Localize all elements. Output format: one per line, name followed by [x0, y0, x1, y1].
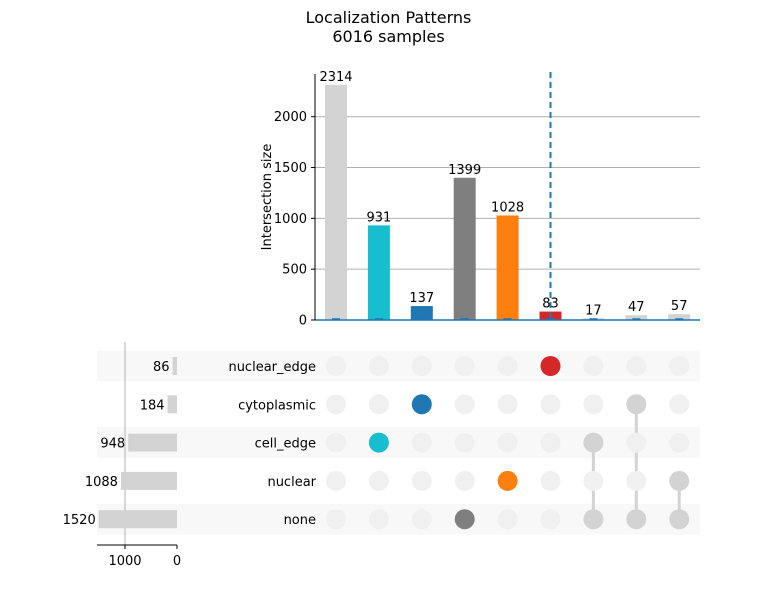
- matrix-dot-active: [583, 509, 604, 530]
- matrix-dot-inactive: [626, 470, 647, 491]
- y-tick-label: 2000: [274, 110, 307, 125]
- set-size-label: 1520: [63, 513, 96, 528]
- intersection-bar: [325, 84, 347, 320]
- matrix-dot-active: [497, 470, 518, 491]
- matrix-dot-inactive: [368, 509, 389, 530]
- intersection-bar: [410, 306, 433, 320]
- intersection-bar: [453, 177, 476, 320]
- matrix-dot-inactive: [326, 394, 346, 415]
- matrix-dot-inactive: [326, 356, 346, 376]
- row-stripe: [97, 350, 700, 382]
- matrix-dot-inactive: [540, 509, 561, 530]
- set-size-label: 184: [140, 398, 165, 413]
- matrix-dot-inactive: [540, 432, 561, 453]
- intersection-bar: [367, 225, 390, 320]
- matrix-dot-inactive: [583, 394, 604, 415]
- matrix-dot-inactive: [454, 470, 475, 491]
- matrix-dot-inactive: [326, 509, 346, 530]
- matrix-dot-inactive: [583, 356, 604, 376]
- matrix-dot-inactive: [540, 470, 561, 491]
- matrix-dot-inactive: [497, 509, 518, 530]
- matrix-dot-active: [669, 470, 690, 491]
- intersection-bar: [625, 315, 648, 320]
- set-size-bar: [98, 510, 177, 529]
- matrix-dot-inactive: [540, 394, 561, 415]
- y-tick-label: 1000: [274, 212, 307, 227]
- intersection-bar: [496, 215, 519, 320]
- matrix-dot-inactive: [411, 432, 432, 453]
- matrix-dot-inactive: [669, 394, 690, 415]
- matrix-dot-active: [583, 432, 604, 453]
- chart-title: Localization Patterns: [305, 8, 472, 27]
- matrix-dot-inactive: [497, 394, 518, 415]
- intersection-value-label: 137: [409, 291, 434, 306]
- matrix-dot-inactive: [583, 470, 604, 491]
- intersection-value-label: 931: [366, 210, 391, 225]
- row-stripe: [97, 427, 700, 459]
- matrix-dot-active: [411, 394, 432, 415]
- matrix-dot-inactive: [626, 356, 647, 376]
- intersection-value-label: 1028: [491, 201, 524, 216]
- set-size-label: 1088: [85, 475, 118, 490]
- matrix-dot-inactive: [368, 356, 389, 376]
- matrix-dot-inactive: [626, 432, 647, 453]
- y-tick-label: 0: [299, 314, 307, 329]
- matrix-dot-inactive: [669, 356, 690, 376]
- intersection-bar: [668, 314, 691, 320]
- set-name-label: none: [284, 513, 316, 528]
- row-stripe: [97, 503, 700, 535]
- intersection-value-label: 57: [671, 299, 688, 314]
- matrix-dot-active: [540, 356, 561, 376]
- matrix-dot-inactive: [326, 470, 346, 491]
- matrix-dot-inactive: [454, 394, 475, 415]
- set-size-bar: [167, 395, 177, 414]
- set-name-label: nuclear: [267, 475, 316, 490]
- matrix-dot-inactive: [497, 356, 518, 376]
- y-tick-label: 1500: [274, 161, 307, 176]
- matrix-dot-inactive: [368, 394, 389, 415]
- intersection-value-label: 1399: [448, 163, 481, 178]
- matrix-dot-inactive: [669, 432, 690, 453]
- intersection-value-label: 2314: [319, 70, 352, 85]
- set-size-tick-label: 1000: [108, 554, 141, 569]
- matrix-dot-inactive: [411, 470, 432, 491]
- y-tick-label: 500: [282, 263, 307, 278]
- matrix-dot-inactive: [411, 356, 432, 376]
- matrix-dot-active: [626, 509, 647, 530]
- set-name-label: nuclear_edge: [228, 360, 316, 375]
- chart-subtitle: 6016 samples: [332, 27, 445, 46]
- matrix-dot-active: [368, 432, 389, 453]
- set-size-bar: [172, 357, 177, 375]
- matrix-dot-active: [669, 509, 690, 530]
- y-axis-label: Intersection size: [260, 144, 275, 251]
- matrix-dot-active: [626, 394, 647, 415]
- set-size-label: 86: [153, 360, 170, 375]
- set-name-label: cytoplasmic: [238, 398, 316, 413]
- matrix-dot-active: [454, 509, 475, 530]
- matrix-dot-inactive: [326, 432, 346, 453]
- matrix-dot-inactive: [411, 509, 432, 530]
- set-size-tick-label: 0: [173, 554, 181, 569]
- set-size-bar: [120, 471, 177, 490]
- matrix-dot-inactive: [497, 432, 518, 453]
- set-name-label: cell_edge: [255, 437, 316, 452]
- intersection-value-label: 17: [585, 303, 602, 318]
- matrix-dot-inactive: [368, 470, 389, 491]
- set-size-bar: [128, 433, 177, 452]
- matrix-dot-inactive: [454, 356, 475, 376]
- intersection-value-label: 47: [628, 300, 645, 315]
- set-size-label: 948: [100, 437, 125, 452]
- matrix-dot-inactive: [454, 432, 475, 453]
